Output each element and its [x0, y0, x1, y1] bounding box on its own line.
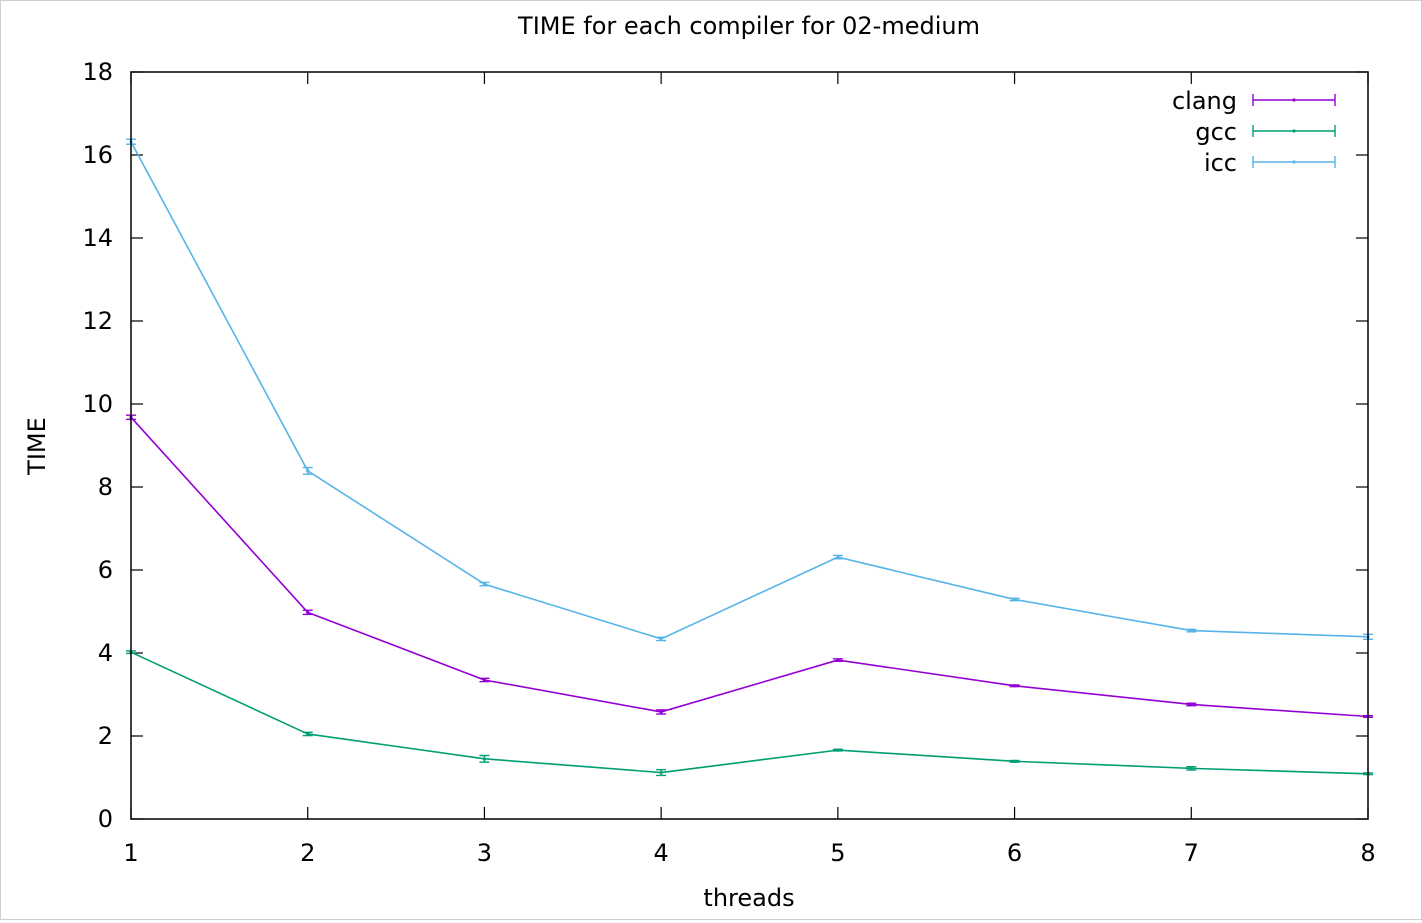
data-point: [306, 732, 310, 736]
x-axis-title: threads: [703, 884, 794, 912]
series-line-icc: [130, 141, 1369, 640]
y-tick-label: 8: [98, 473, 113, 501]
legend-item-clang: clang: [1172, 87, 1336, 115]
data-point: [306, 610, 310, 614]
series-line-clang: [130, 416, 1369, 718]
y-tick-label: 0: [98, 805, 113, 833]
data-point: [836, 555, 840, 559]
series-icc: [126, 138, 1373, 642]
data-point: [1189, 766, 1193, 770]
x-tick-label: 2: [300, 839, 315, 867]
y-tick-label: 12: [82, 307, 113, 335]
legend-item-icc: icc: [1204, 149, 1336, 177]
y-axis-title: TIME: [23, 417, 51, 476]
series-clang: [126, 414, 1373, 719]
y-tick-label: 6: [98, 556, 113, 584]
data-point: [1189, 702, 1193, 707]
data-point: [482, 678, 487, 682]
data-point: [836, 658, 840, 662]
legend-swatch-point: [1292, 160, 1296, 164]
y-tick-label: 2: [98, 722, 113, 750]
data-point: [1012, 684, 1017, 688]
series-gcc: [126, 650, 1373, 777]
chart-title: TIME for each compiler for 02-medium: [517, 12, 980, 40]
x-tick-label: 1: [123, 839, 138, 867]
data-point: [1189, 628, 1193, 633]
data-point: [1012, 597, 1017, 602]
x-tick-label: 6: [1007, 839, 1022, 867]
data-point: [482, 757, 487, 761]
legend-label: clang: [1172, 87, 1237, 115]
y-tick-label: 14: [82, 224, 113, 252]
y-tick-label: 10: [82, 390, 113, 418]
legend-item-gcc: gcc: [1195, 118, 1336, 146]
data-point: [659, 637, 663, 641]
data-point: [306, 469, 310, 473]
series-layer: [126, 138, 1373, 777]
y-tick-label: 16: [82, 141, 113, 169]
data-point: [1012, 759, 1017, 763]
legend-label: icc: [1204, 149, 1237, 177]
x-tick-label: 8: [1360, 839, 1375, 867]
legend-swatch-point: [1292, 98, 1296, 102]
data-point: [836, 748, 840, 752]
plot-frame: [130, 71, 1369, 820]
y-tick-label: 4: [98, 639, 113, 667]
series-line-gcc: [130, 651, 1369, 775]
x-tick-label: 4: [654, 839, 669, 867]
legend-label: gcc: [1195, 118, 1237, 146]
x-tick-label: 3: [477, 839, 492, 867]
legend: clang gcc icc: [1172, 87, 1336, 177]
x-tick-label: 7: [1184, 839, 1199, 867]
legend-swatch-point: [1292, 129, 1296, 133]
data-point: [482, 582, 487, 586]
data-point: [659, 710, 663, 714]
x-tick-label: 5: [830, 839, 845, 867]
y-tick-label: 18: [82, 58, 113, 86]
data-point: [659, 770, 663, 775]
